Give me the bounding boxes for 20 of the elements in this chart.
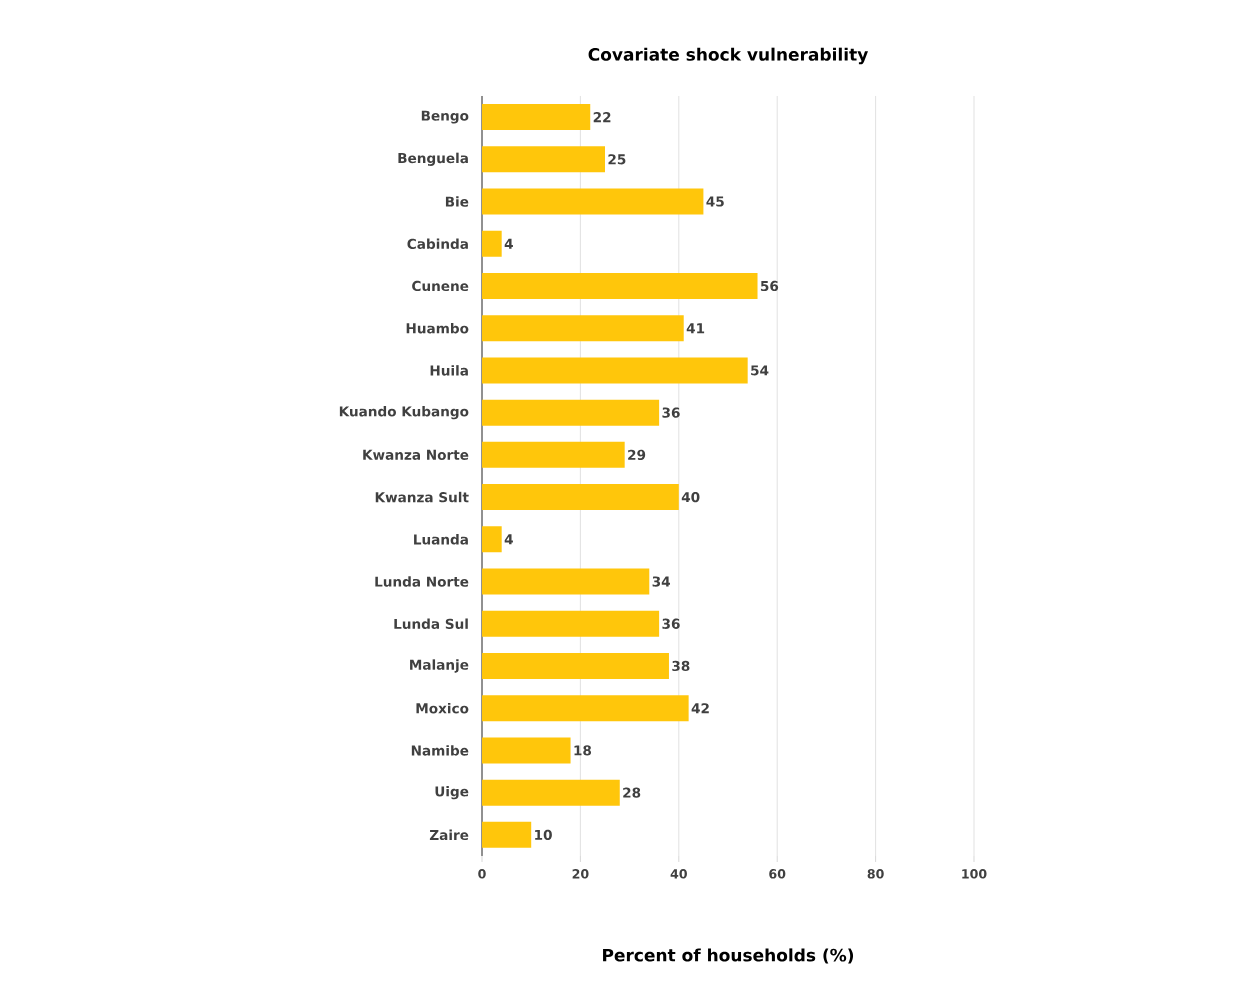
bar: [482, 484, 679, 511]
bar: [482, 610, 660, 637]
bar: [482, 188, 704, 215]
bar: [482, 441, 625, 468]
bar: [482, 568, 650, 595]
bar: [482, 104, 591, 131]
bar: [482, 315, 684, 342]
bar: [482, 526, 502, 553]
bar: [482, 652, 669, 679]
bar: [482, 357, 748, 384]
chart-title: Covariate shock vulnerability: [588, 47, 868, 65]
bar: [482, 146, 605, 173]
bar: [482, 695, 689, 722]
bar: [482, 821, 532, 848]
bar: [482, 779, 620, 806]
bar: [482, 272, 758, 299]
bar: [482, 399, 660, 426]
bar: [482, 737, 571, 764]
bar: [482, 230, 502, 257]
x-axis-title: Percent of households (%): [603, 948, 854, 964]
